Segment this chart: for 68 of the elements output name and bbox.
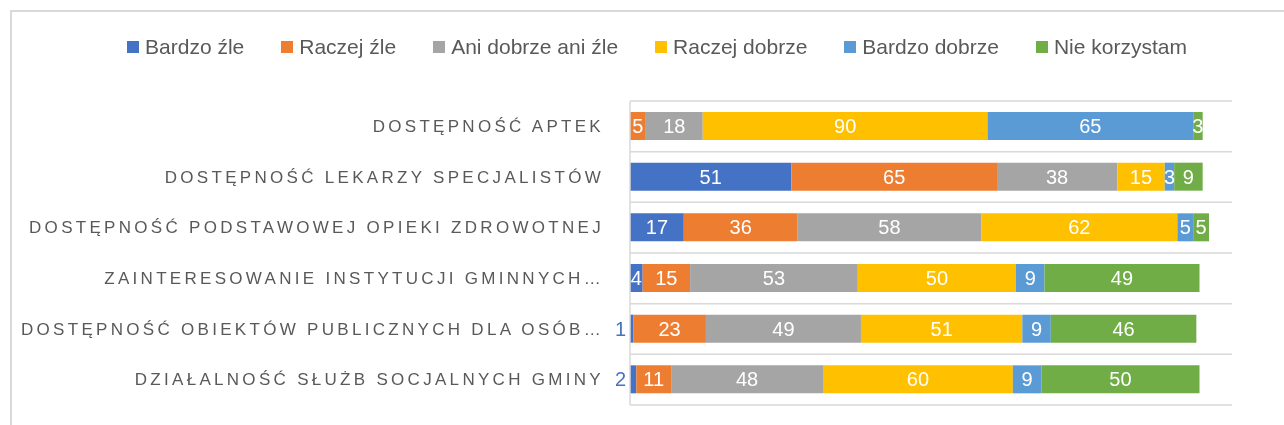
legend-label: Bardzo źle [145,35,245,59]
data-label: 65 [1079,115,1102,137]
data-label: 9 [1031,317,1043,340]
data-label: 49 [772,317,795,340]
data-label: 2 [614,368,626,391]
bar [671,365,823,394]
bar [1117,162,1165,191]
bar [630,213,684,242]
bar [1041,365,1200,394]
data-label: 11 [643,368,665,391]
data-label: 48 [735,368,759,391]
data-label: 5 [632,115,644,137]
data-label: 49 [1110,267,1134,289]
data-label: 1 [614,317,626,340]
bar [683,213,798,242]
bar [705,314,861,343]
y-tick-label: ZAINTERESOWANIE INSTYTUCJI GMINNYCH… [104,268,604,288]
data-label: 15 [655,267,678,289]
data-label: 65 [883,165,906,188]
bar [823,365,1013,394]
y-tick-label: DOSTĘPNOŚĆ PODSTAWOWEJ OPIEKI ZDROWOTNEJ [29,218,604,238]
data-label: 50 [1109,368,1132,391]
bar [987,112,1194,140]
y-tick-label: DOSTĘPNOŚĆ LEKARZY SPECJALISTÓW [164,167,604,187]
bar [702,112,988,140]
bar [797,213,982,242]
data-label: 5 [1195,216,1207,239]
legend-label: Raczej źle [299,35,397,59]
data-label: 3 [1192,115,1204,137]
bar [630,162,792,191]
data-label: 9 [1021,368,1033,391]
bar [860,314,1023,343]
data-label: 60 [906,368,930,391]
bar [997,162,1118,191]
data-label: 18 [663,115,686,137]
data-label: 23 [658,317,681,340]
y-tick-label: DZIAŁALNOŚĆ SŁUŻB SOCJALNYCH GMINY [134,370,604,390]
bar [1050,314,1197,343]
data-label: 51 [699,165,722,188]
y-tick-label: DOSTĘPNOŚĆ APTEK [372,116,604,136]
bar [645,112,703,140]
data-label: 5 [1179,216,1191,239]
data-label: 90 [834,115,857,137]
y-tick-label: DOSTĘPNOŚĆ OBIEKTÓW PUBLICZNYCH DLA OSÓB… [20,319,604,339]
data-label: 17 [645,216,669,239]
legend-label: Raczej dobrze [673,35,808,59]
data-label: 51 [930,317,953,340]
bar [690,264,858,292]
legend-label: Nie korzystam [1053,35,1187,59]
bar [1044,264,1200,292]
data-label: 58 [878,216,901,239]
data-label: 15 [1129,165,1153,188]
bar [857,264,1016,292]
bar [981,213,1178,242]
bar [1022,314,1051,343]
data-label: 53 [762,267,786,289]
data-label: 38 [1046,165,1069,188]
data-label: 9 [1024,267,1036,289]
data-label: 36 [729,216,752,239]
bar [633,314,706,343]
data-label: 62 [1068,216,1091,239]
legend-label: Bardzo dobrze [862,35,999,59]
data-label: 9 [1182,165,1194,188]
data-label: 46 [1112,317,1135,340]
data-label: 4 [630,267,642,289]
data-label: 50 [925,267,949,289]
bar [791,162,998,191]
legend-label: Ani dobrze ani źle [451,35,619,59]
